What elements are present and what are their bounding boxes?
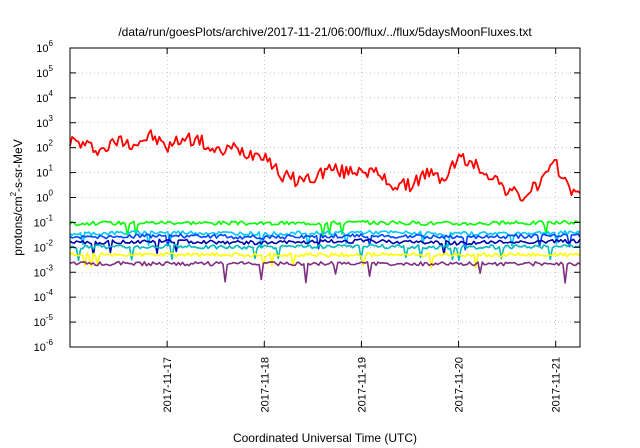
plot-frame xyxy=(69,47,581,348)
y-tick-label: 102 xyxy=(36,139,53,155)
series-lines xyxy=(69,129,581,284)
x-tick-label: 2017-11-19 xyxy=(356,357,368,412)
grid-lines xyxy=(70,48,580,347)
series-line-8 xyxy=(69,260,581,284)
plot-border xyxy=(69,47,581,348)
y-tick-label: 106 xyxy=(36,39,53,55)
y-tick-label: 10-5 xyxy=(34,313,54,329)
x-tick-labels: 2017-11-17 2017-11-18 2017-11-19 2017-11-20… xyxy=(162,357,563,412)
series-line-7 xyxy=(69,252,581,269)
y-tick-labels: 10-6 10-5 10-4 10-3 10-2 10-1 100 101 102 103 104 1… xyxy=(34,39,54,354)
series-line-6 xyxy=(69,243,581,262)
x-tick-label: 2017-11-21 xyxy=(551,357,563,412)
y-tick-label: 10-4 xyxy=(34,288,54,304)
y-tick-label: 100 xyxy=(36,189,53,205)
y-tick-label: 105 xyxy=(36,64,53,80)
y-tick-label: 103 xyxy=(36,114,53,130)
y-tick-label: 10-3 xyxy=(34,263,54,279)
y-tick-label: 10-6 xyxy=(34,338,54,354)
x-tick-label: 2017-11-18 xyxy=(259,357,271,412)
series-line-4 xyxy=(69,232,581,251)
y-axis-label: protons/cm2-s-sr-MeV xyxy=(9,139,25,255)
y-tick-label: 101 xyxy=(36,164,53,180)
series-line-5 xyxy=(69,238,581,256)
y-tick-label: 104 xyxy=(36,89,53,105)
x-tick-label: 2017-11-20 xyxy=(454,357,466,412)
y-tick-label: 10-1 xyxy=(34,213,54,229)
y-tick-label: 10-2 xyxy=(34,238,54,254)
series-line-3 xyxy=(69,229,581,248)
x-axis-label: Coordinated Universal Time (UTC) xyxy=(233,431,417,445)
series-line-2 xyxy=(69,219,581,237)
series-line-1 xyxy=(69,129,581,202)
x-tick-label: 2017-11-17 xyxy=(162,357,174,412)
chart-title: /data/run/goesPlots/archive/2017-11-21/0… xyxy=(118,25,532,39)
